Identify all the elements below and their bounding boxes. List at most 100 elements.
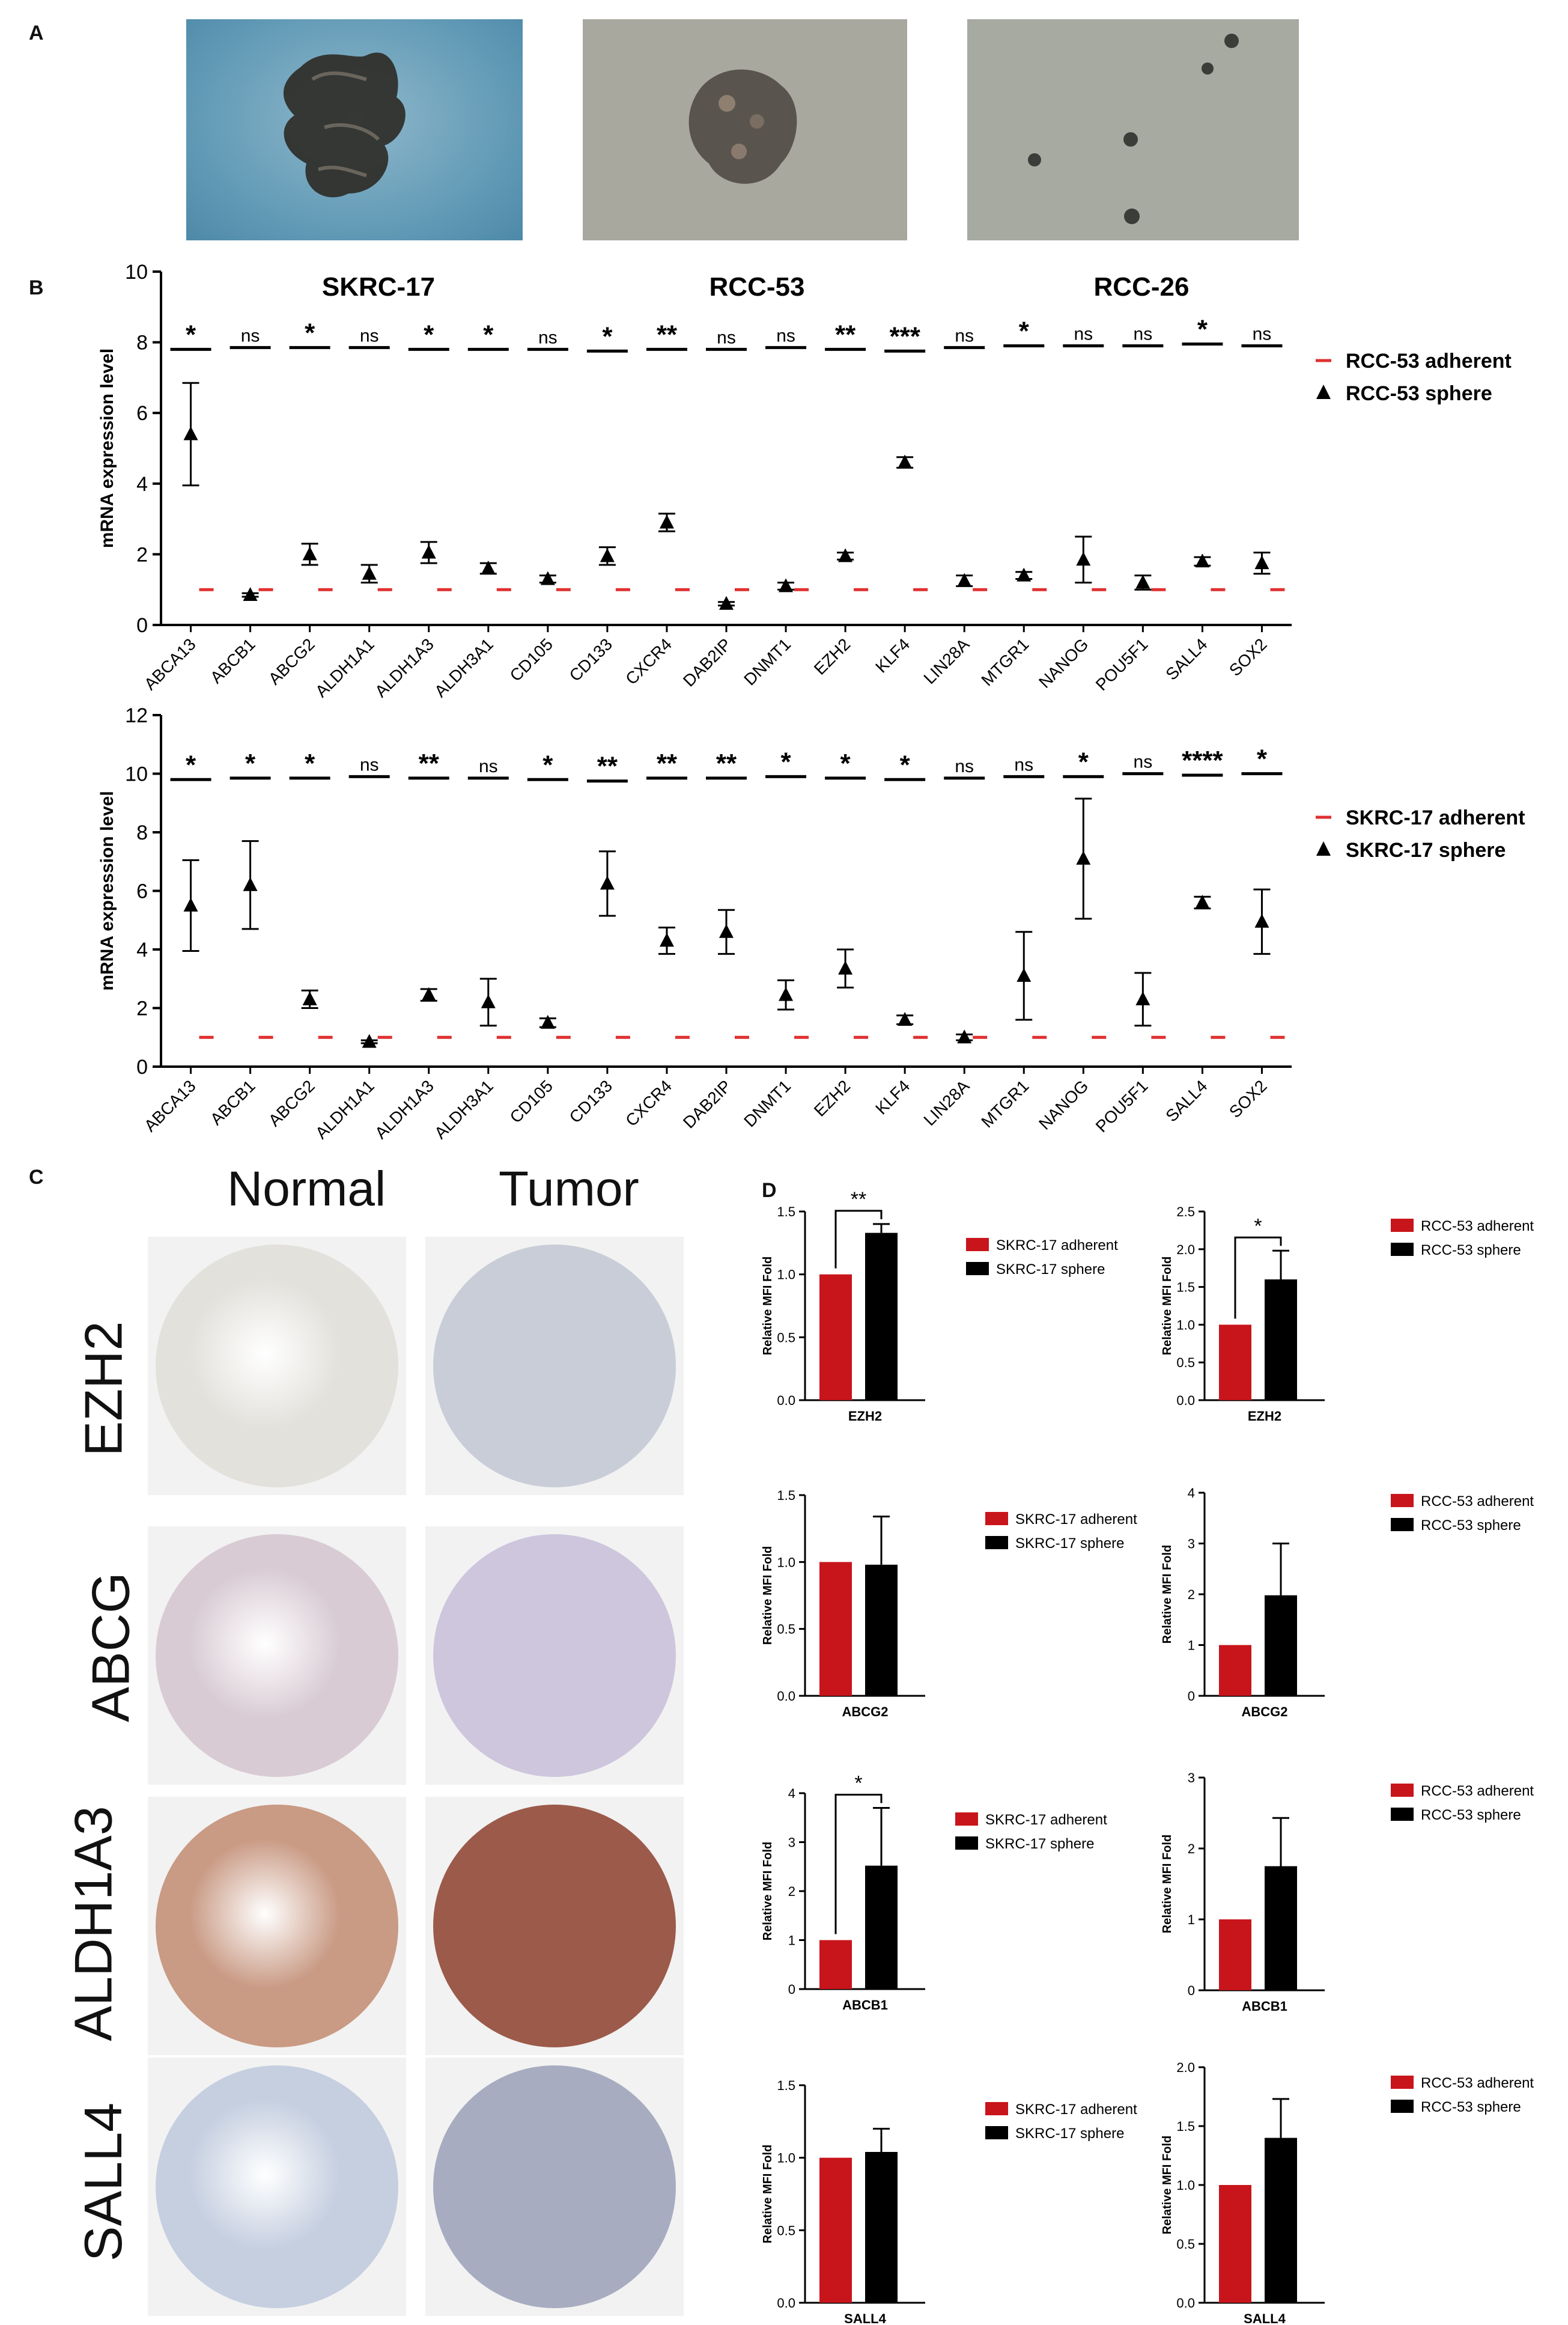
significance-label: ns [1253,324,1272,344]
x-tick-label: ALDH3A1 [431,635,497,701]
significance-label: ns [1074,324,1093,344]
x-tick-label: LIN28A [920,1076,973,1129]
sphere-marker [540,1014,555,1029]
x-tick-label: MTGR1 [977,635,1032,689]
y-tick-label: 1.0 [1176,1317,1195,1332]
bar-adherent [1219,1919,1251,1990]
sphere-marker [659,514,674,529]
x-tick-label: ABCA13 [141,1076,199,1135]
sphere-marker [898,1012,913,1026]
legend-label: RCC-53 adherent [1421,1783,1534,1799]
legend-swatch [1391,2076,1414,2089]
x-tick-label: LIN28A [920,635,973,687]
x-tick-label: SALL4 [1162,635,1211,683]
legend-adherent-label: SKRC-17 adherent [1346,806,1525,829]
significance-label: **** [1182,746,1223,775]
sphere-marker [481,560,496,574]
normal-column-heading: Normal [227,1162,386,1216]
significance-label: ns [717,328,736,347]
x-tick-label: ABCG2 [265,1076,318,1130]
legend-label: RCC-53 sphere [1421,2099,1521,2115]
significance-bracket [834,1793,883,1934]
y-axis-title: Relative MFI Fold [1161,1835,1174,1933]
bar-adherent [819,1274,852,1400]
y-tick-label: 6 [136,402,148,425]
sphere-marker [600,876,615,890]
sphere-marker [659,933,674,947]
legend-swatch [955,1836,978,1850]
sphere-marker [540,571,555,585]
y-tick-label: 4 [136,473,148,496]
x-tick-label: ALDH3A1 [431,1076,497,1142]
bar-sphere [865,1865,898,1989]
y-tick-label: 0.5 [777,1622,795,1637]
y-tick-label: 0 [788,1982,795,1997]
d-6-chart: 0 1 2 3 Relative MFI Fold ABCB1 RCC-53 adheren… [1161,1770,1534,2014]
legend-swatch [985,1512,1008,1525]
x-tick-label: CD133 [566,1076,616,1127]
tma-core-ezh2-normal [148,1237,406,1495]
x-tick-label: MTGR1 [977,1076,1032,1131]
y-tick-label: 4 [788,1786,795,1801]
y-tick-label: 2.0 [1176,1242,1195,1257]
single-cells-image [1028,34,1239,224]
bar-adherent [1219,1645,1251,1696]
bar-sphere [865,1233,898,1400]
tumor-column-heading: Tumor [499,1162,639,1216]
sphere-marker [243,877,258,891]
significance-label: * [1019,316,1030,346]
d-5-chart: 0 1 2 3 4 Relative MFI Fold ABCB1 * SKRC-17 adhe… [761,1772,1107,2013]
tma-core-abcg-normal [148,1526,406,1785]
legend-label: SKRC-17 adherent [1015,1511,1137,1528]
y-tick-label: 0.5 [1176,1355,1195,1370]
significance-label: ns [241,326,260,346]
legend-swatch [985,1536,1008,1549]
sphere-marker [1076,850,1091,865]
legend-label: RCC-53 sphere [1421,1517,1521,1534]
significance-label: * [854,1772,862,1794]
small-sphere-photo [583,19,907,240]
y-tick-label: 0 [1188,1689,1195,1704]
legend-adherent-label: RCC-53 adherent [1346,350,1512,373]
significance-label: * [840,749,851,778]
x-tick-label: ALDH1A3 [371,635,437,701]
y-tick-label: 1.5 [777,2078,795,2093]
sphere-marker [779,578,794,593]
legend-sphere-marker [1316,841,1331,856]
y-axis-title: Relative MFI Fold [1161,2136,1174,2234]
x-tick-label: NANOG [1035,1076,1092,1133]
significance-label: ** [597,752,618,781]
y-tick-label: 2 [1188,1841,1195,1856]
y-tick-label: 12 [125,704,148,727]
significance-label: * [1197,315,1208,344]
panel-c-label: C [29,1166,44,1189]
x-tick-label: ALDH1A1 [312,635,378,701]
bar-sphere [865,2152,898,2303]
legend-label: SKRC-17 sphere [1015,1535,1124,1552]
y-tick-label: 0 [1188,1983,1195,1998]
sphere-marker [1195,895,1210,909]
y-axis-title: mRNA expression level [97,349,117,548]
significance-bracket [834,1210,883,1269]
significance-label: ns [1134,324,1153,344]
significance-label: ** [657,749,678,778]
tma-core-aldh1a3-tumor [425,1797,684,2055]
large-sphere-photo [186,19,523,240]
sphere-marker [481,994,496,1008]
x-tick-label: DAB2IP [679,1076,735,1132]
sphere-marker [421,987,436,1001]
legend-swatch [1391,1219,1414,1232]
bar-adherent [1219,1324,1251,1400]
y-tick-label: 0 [136,614,148,637]
y-tick-label: 1.5 [1176,2119,1195,2134]
tma-core-ezh2-tumor [425,1237,684,1495]
tma-core-aldh1a3-normal [148,1797,406,2055]
y-tick-label: 6 [136,880,148,903]
y-tick-label: 0.0 [1176,2296,1195,2311]
small-sphere-image [688,69,797,184]
tma-core-abcg-tumor [425,1526,684,1785]
y-tick-label: 3 [1188,1537,1195,1552]
panel-a-label: A [29,22,44,44]
y-tick-label: 2 [136,543,148,566]
sphere-marker [600,548,615,562]
